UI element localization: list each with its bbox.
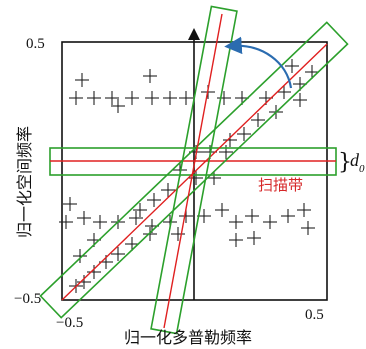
plus-icon	[111, 99, 125, 113]
steep-center-line	[163, 13, 223, 329]
plus-icon	[145, 91, 159, 105]
plus-icon	[125, 237, 139, 251]
plus-icon	[237, 127, 251, 141]
width-subscript: 0	[359, 163, 365, 175]
plus-icon	[143, 69, 157, 83]
plus-icon	[215, 203, 229, 217]
diagonal-center-line	[61, 43, 328, 301]
plus-icon	[77, 275, 91, 289]
plus-icon	[207, 171, 221, 185]
plus-icon	[163, 91, 177, 105]
plus-icon	[69, 91, 83, 105]
y-tick-top: 0.5	[26, 36, 45, 52]
plus-icon	[125, 91, 139, 105]
plus-icon	[111, 247, 125, 261]
up-arrow-icon	[188, 28, 200, 40]
curved-arrow-icon	[224, 36, 293, 89]
plus-icon	[133, 203, 147, 217]
plus-icon	[147, 193, 161, 207]
plus-icon	[301, 221, 315, 235]
plus-icon	[77, 211, 91, 225]
plus-icon	[247, 231, 261, 245]
plus-icon	[293, 93, 307, 107]
plus-icon	[297, 203, 311, 217]
plus-icon	[245, 209, 259, 223]
plus-icon	[281, 209, 295, 223]
plus-icon	[179, 91, 193, 105]
x-axis-label: 归一化多普勒频率	[124, 328, 252, 347]
plus-icon	[263, 215, 277, 229]
plus-icon	[63, 197, 77, 211]
x-tick-left: −0.5	[56, 315, 83, 331]
scan-band-label: 扫描带	[258, 176, 303, 194]
plus-icon	[129, 211, 143, 225]
plus-icon	[73, 249, 87, 263]
plus-icon	[105, 91, 119, 105]
plus-icon	[59, 215, 73, 229]
x-tick-right: 0.5	[305, 307, 324, 323]
plus-icon	[277, 85, 291, 99]
plus-icon	[161, 183, 175, 197]
plus-icon	[305, 65, 319, 79]
plus-icon	[87, 91, 101, 105]
plus-icon	[93, 215, 107, 229]
width-symbol: d	[350, 150, 360, 170]
diagonal-scan-band	[39, 21, 349, 319]
plus-icon	[229, 233, 243, 247]
width-brace: }	[338, 150, 352, 175]
plus-icon	[75, 73, 89, 87]
plus-icon	[223, 133, 237, 147]
y-tick-bottom: −0.5	[14, 291, 41, 307]
steep-scan-band	[150, 5, 238, 335]
plus-icon	[251, 113, 265, 127]
plus-icon	[217, 91, 231, 105]
y-axis-label: 归一化空间频率	[15, 126, 34, 238]
plus-icon	[143, 227, 157, 241]
plus-icon	[171, 227, 185, 241]
plus-icon	[285, 59, 299, 73]
plus-icon	[229, 215, 243, 229]
plus-icon	[87, 265, 101, 279]
